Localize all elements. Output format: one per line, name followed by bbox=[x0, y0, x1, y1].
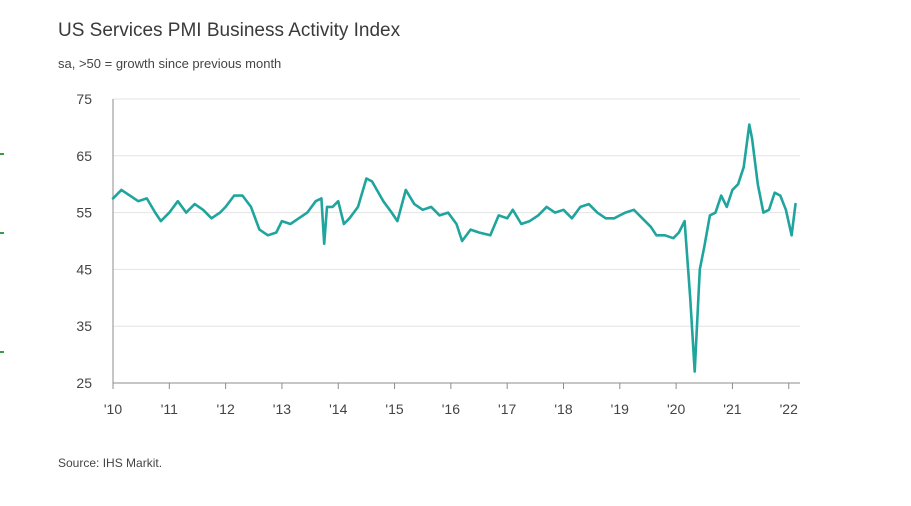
x-tick-label: '16 bbox=[442, 401, 460, 417]
y-axis-ticks: 25 35 45 55 65 75 bbox=[76, 91, 92, 391]
x-tick-label: '18 bbox=[554, 401, 572, 417]
edge-mark bbox=[0, 232, 4, 234]
chart-subtitle: sa, >50 = growth since previous month bbox=[58, 56, 282, 71]
x-tick-label: '21 bbox=[723, 401, 741, 417]
y-tick-label: 55 bbox=[76, 205, 92, 221]
x-tick-label: '22 bbox=[780, 401, 798, 417]
gridlines bbox=[113, 98, 800, 327]
x-tick-label: '11 bbox=[161, 401, 178, 417]
y-tick-label: 65 bbox=[76, 148, 92, 164]
y-tick-label: 45 bbox=[76, 261, 92, 277]
chart-title: US Services PMI Business Activity Index bbox=[58, 20, 401, 41]
x-tick-label: '12 bbox=[216, 401, 234, 417]
x-tick-label: '10 bbox=[104, 401, 122, 417]
edge-mark bbox=[0, 153, 4, 155]
y-tick-label: 35 bbox=[76, 318, 92, 334]
x-tick-label: '19 bbox=[611, 401, 629, 417]
x-axis: '10 '11 '12 '13 '14 '15 '16 '17 '18 '19 '20 '21 '22 bbox=[104, 99, 800, 417]
x-tick-label: '14 bbox=[329, 401, 347, 417]
x-tick-label: '13 bbox=[273, 401, 291, 417]
edge-mark bbox=[0, 351, 4, 353]
series-layer bbox=[111, 123, 797, 373]
x-tick-label: '20 bbox=[667, 401, 685, 417]
source-note: Source: IHS Markit. bbox=[58, 456, 163, 470]
x-tick-label: '17 bbox=[498, 401, 516, 417]
y-tick-label: 75 bbox=[76, 91, 92, 107]
x-tick-label: '15 bbox=[385, 401, 403, 417]
y-tick-label: 25 bbox=[76, 375, 92, 391]
series-line bbox=[111, 123, 797, 373]
